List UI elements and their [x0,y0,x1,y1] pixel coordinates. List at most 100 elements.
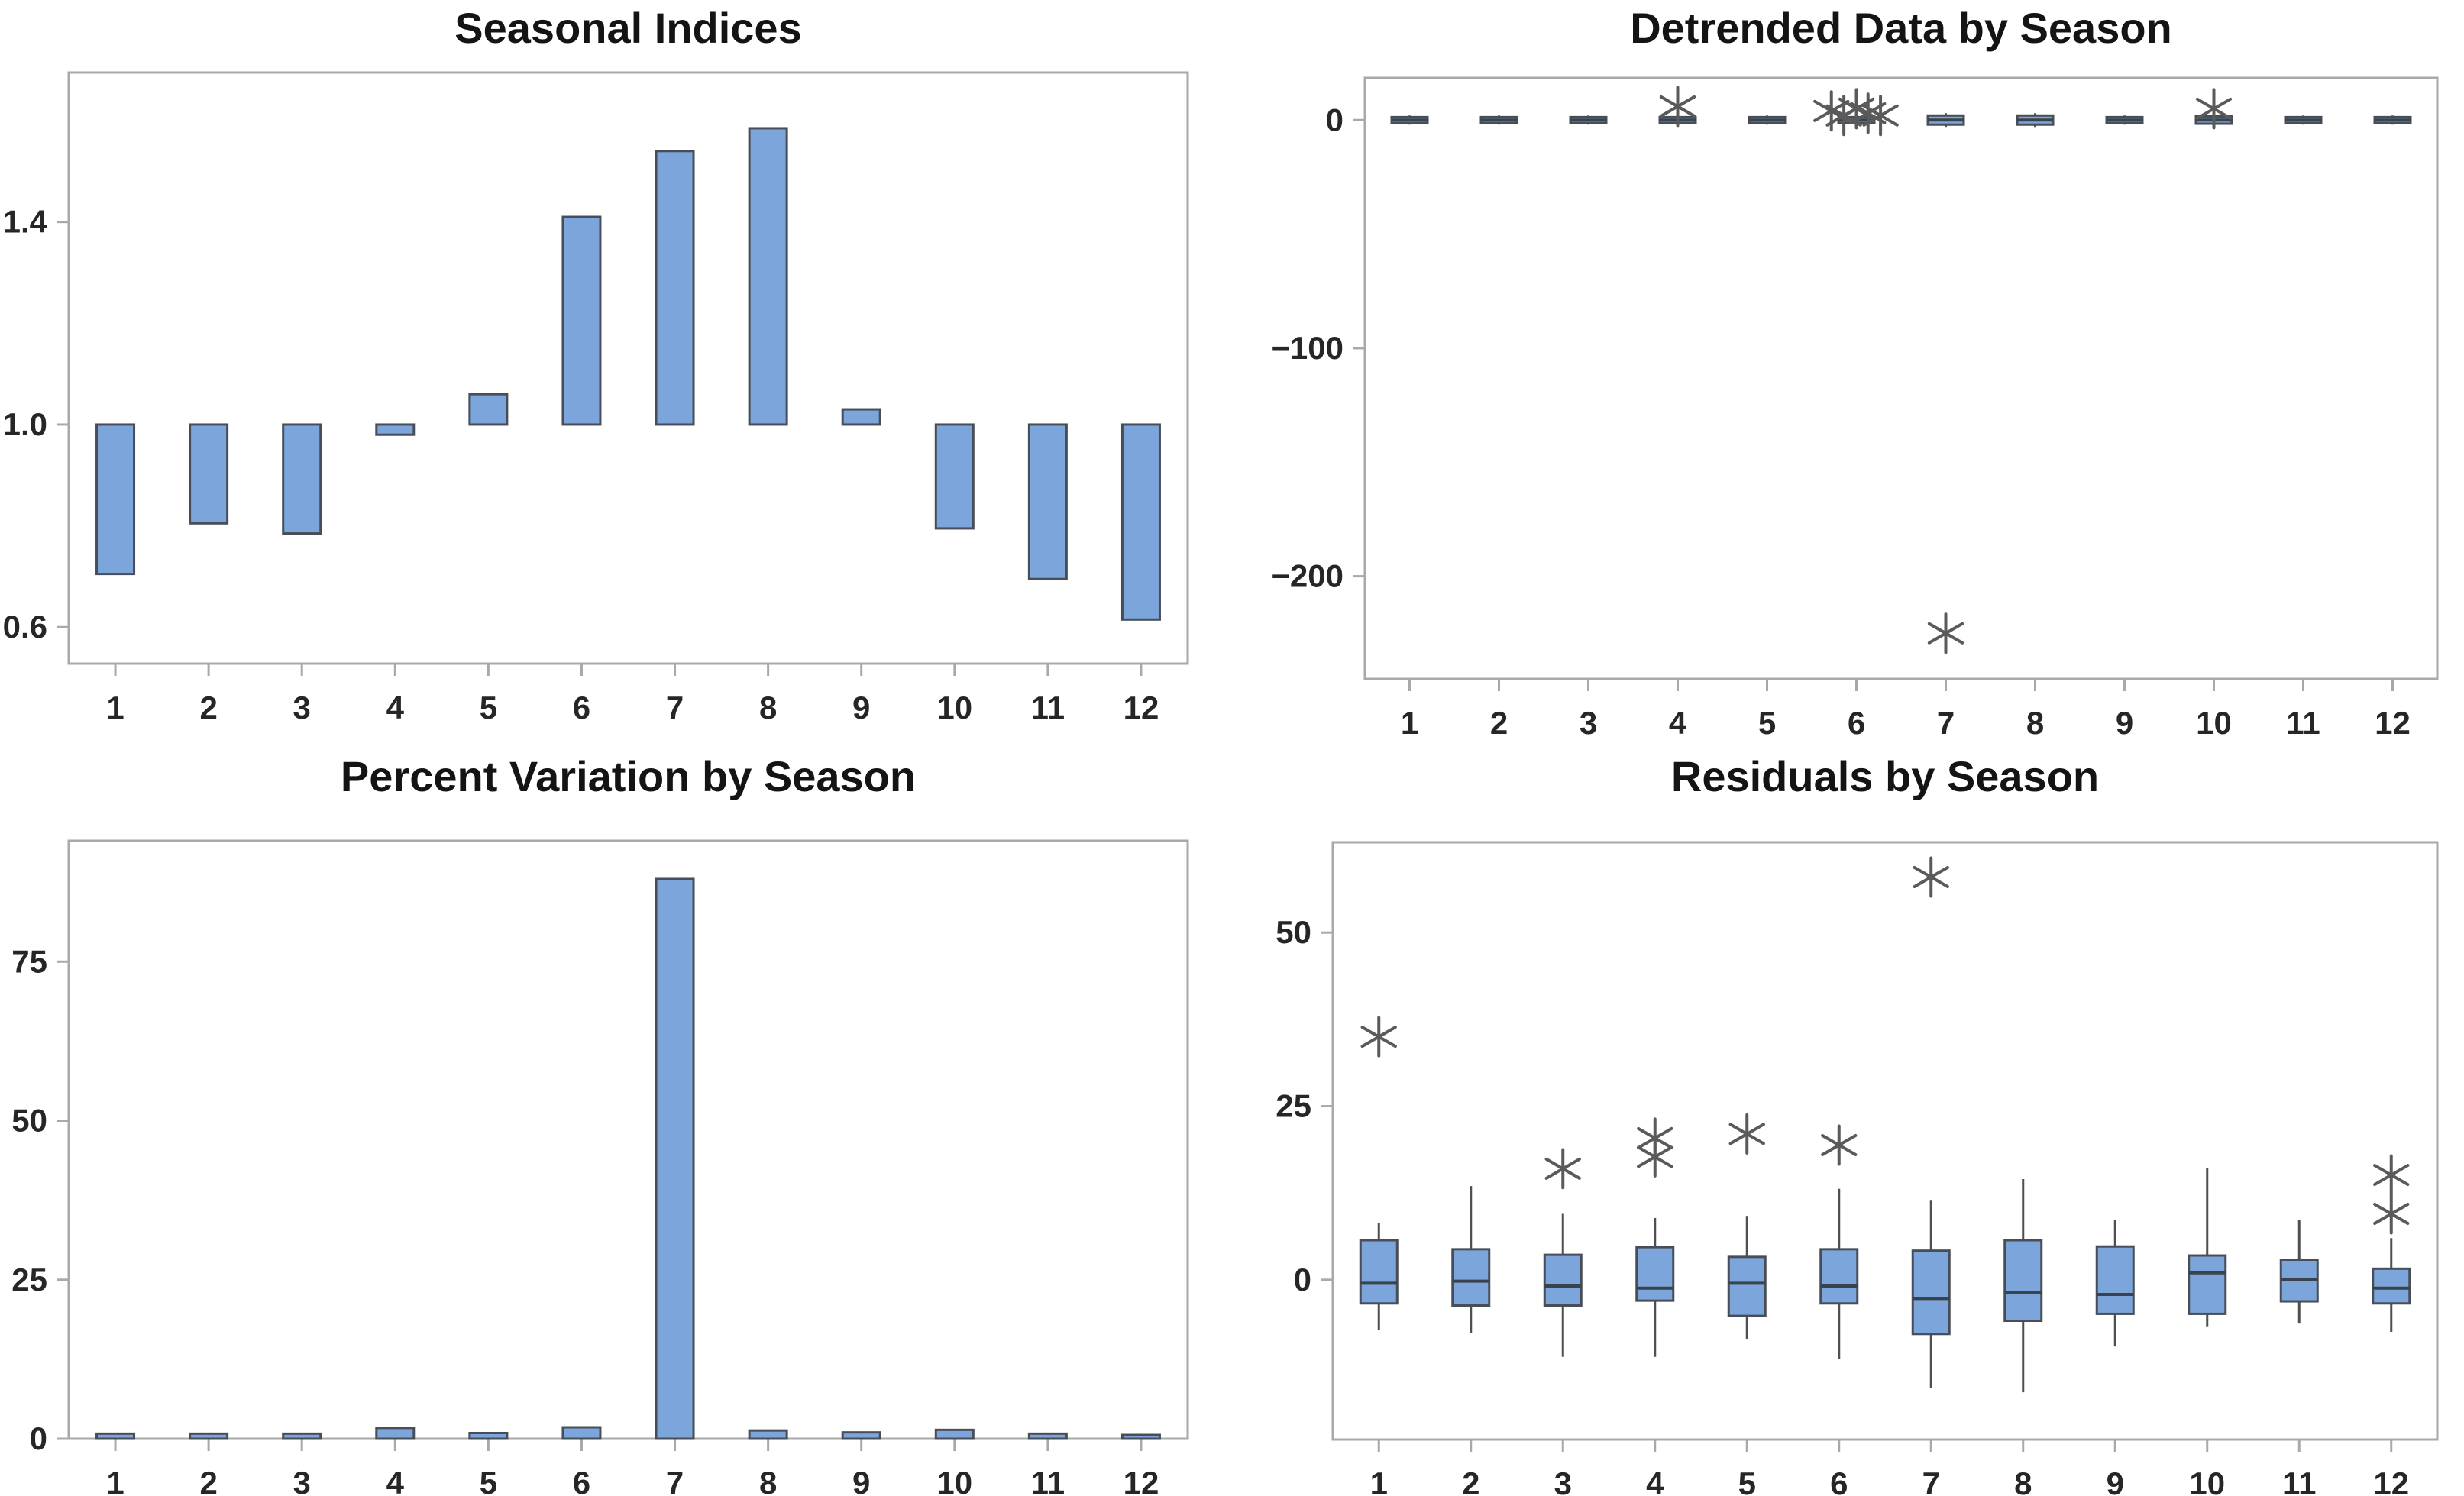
axis-frame [1363,76,2439,680]
x-tick-label: 3 [1580,705,1597,741]
y-tick-label: 0 [30,1420,47,1456]
iqr-box [1727,1255,1767,1317]
outlier-asterisk-icon [2373,1202,2410,1225]
x-tick-label: 1 [1370,1465,1388,1496]
boxplot-season-8 [2003,1179,2043,1393]
x-tick-label: 3 [1554,1465,1572,1496]
bar-season-7 [655,877,695,1440]
outlier-marker [1637,1136,1673,1178]
bar-season-1 [95,1432,136,1440]
iqr-box [1359,1239,1399,1305]
bar-season-10 [934,1428,975,1440]
bar-season-1 [95,423,136,576]
y-tick-label: 0.6 [3,609,47,645]
bar-season-5 [468,1432,509,1440]
x-tick-label: 6 [573,1465,590,1496]
panel-title-seasonal-indices: Seasonal Indices [454,4,802,52]
y-tick-label: 50 [1276,914,1311,950]
boxplot-season-7 [1926,113,1965,128]
outlier-asterisk-icon [1637,1145,1673,1168]
x-tick-label: 8 [759,690,777,725]
boxplot-season-5 [1727,1216,1767,1340]
x-tick-label: 5 [480,690,497,725]
iqr-box [2003,1239,2043,1323]
bar-season-4 [375,1427,416,1440]
bar-season-9 [841,408,881,426]
iqr-box [2095,1245,2135,1315]
outlier-marker [1360,1016,1397,1058]
x-tick-label: 10 [936,690,972,725]
x-tick-label: 9 [2116,705,2133,741]
x-tick-label: 1 [1401,705,1418,741]
outlier-marker [1544,1148,1581,1190]
x-tick-label: 5 [480,1465,497,1496]
outlier-marker [1927,612,1964,654]
x-tick-label: 9 [852,1465,870,1496]
y-tick-label: 25 [1276,1088,1311,1124]
bar-season-5 [468,393,509,426]
x-tick-label: 6 [1848,705,1865,741]
boxplot-season-2 [1479,115,1518,125]
bar-season-3 [282,1432,322,1440]
x-tick-label: 8 [2026,705,2044,741]
axis-frame [1331,841,2439,1441]
y-tick-label: 75 [11,943,47,979]
iqr-box [1451,1248,1491,1307]
bar-season-6 [561,215,602,426]
panel-title-percent-variation: Percent Variation by Season [340,752,917,800]
bar-season-11 [1027,1432,1068,1440]
x-tick-label: 4 [386,1465,405,1496]
boxplot-season-6 [1819,1188,1859,1359]
x-tick-label: 5 [1758,705,1776,741]
bar-season-8 [748,1429,788,1440]
x-tick-label: 2 [1462,1465,1479,1496]
x-tick-label: 11 [1031,1465,1065,1496]
x-tick-label: 7 [666,1465,684,1496]
outlier-asterisk-icon [1927,622,1964,645]
y-tick-label: 0 [1294,1262,1311,1297]
boxplot-season-1 [1390,115,1429,125]
axis-frame [67,839,1189,1440]
outlier-marker [2373,1193,2410,1235]
x-tick-label: 2 [199,1465,217,1496]
y-tick-label: −200 [1271,558,1344,594]
x-tick-label: 7 [1922,1465,1940,1496]
x-tick-label: 12 [2373,1465,2409,1496]
x-tick-label: 4 [1669,705,1687,741]
y-tick-label: 1.0 [3,406,47,442]
x-tick-label: 10 [936,1465,972,1496]
outlier-asterisk-icon [1862,104,1899,127]
boxplot-season-10 [2188,1168,2227,1327]
bar-season-12 [1120,423,1161,621]
x-tick-label: 10 [2189,1465,2225,1496]
boxplot-season-12 [2372,1238,2411,1333]
bar-season-7 [655,150,695,426]
outlier-asterisk-icon [1821,1133,1858,1156]
x-tick-label: 12 [1124,690,1159,725]
x-tick-label: 2 [199,690,217,725]
bar-season-11 [1027,423,1068,580]
outlier-marker [1913,856,1949,898]
x-tick-label: 3 [293,690,311,725]
boxplot-season-3 [1543,1213,1583,1357]
bar-season-9 [841,1431,881,1440]
outlier-marker [2195,88,2233,130]
x-tick-label: 3 [293,1465,311,1496]
x-tick-label: 11 [2282,1465,2316,1496]
bar-season-2 [189,423,229,525]
iqr-box [1543,1253,1583,1307]
boxplot-season-11 [2284,115,2323,125]
boxplot-season-5 [1748,115,1787,125]
x-tick-label: 9 [852,690,870,725]
iqr-box [1635,1246,1675,1302]
x-tick-label: 7 [666,690,684,725]
y-tick-label: 25 [11,1262,47,1297]
bar-season-6 [561,1426,602,1440]
boxplot-season-9 [2105,115,2144,125]
iqr-box [1819,1248,1859,1305]
x-tick-label: 11 [1031,690,1065,725]
outlier-asterisk-icon [2195,97,2233,120]
